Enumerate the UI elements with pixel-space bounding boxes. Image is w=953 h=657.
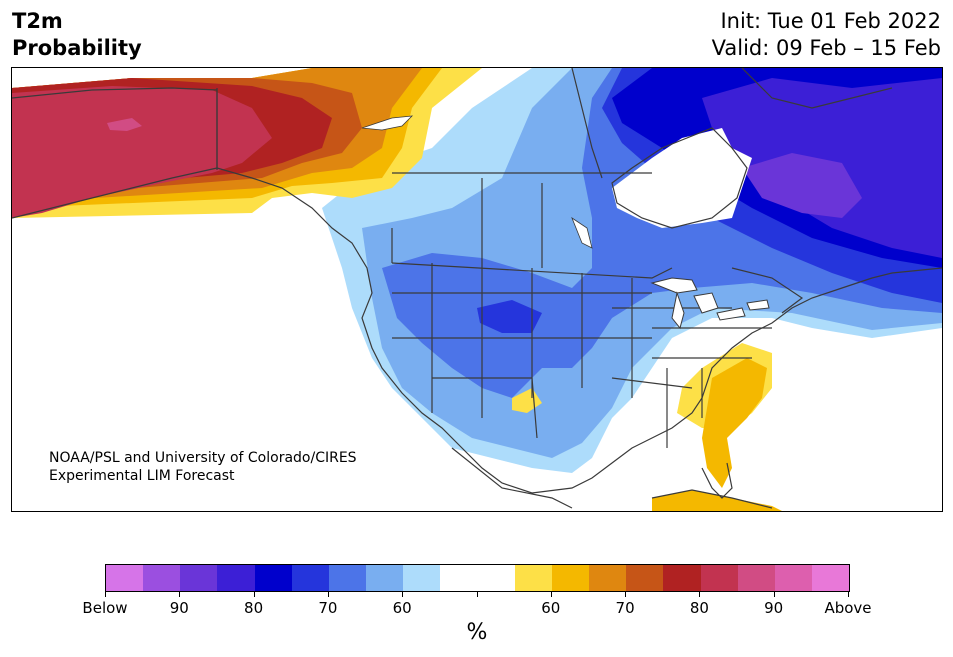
colorbar-tick <box>402 591 404 597</box>
colorbar-tick-label: 70 <box>318 599 338 617</box>
credit-line-1: NOAA/PSL and University of Colorado/CIRE… <box>49 450 357 466</box>
colorbar-tick-label: 60 <box>392 599 412 617</box>
title-line-2: Probability <box>12 36 142 60</box>
colorbar-tick-label: 60 <box>541 599 561 617</box>
colorbar-segment <box>366 565 404 591</box>
region-above-70-southeast <box>702 358 767 488</box>
init-date: Init: Tue 01 Feb 2022 <box>720 9 941 33</box>
colorbar-tick <box>773 591 775 597</box>
region-below-80-rockies <box>477 300 542 333</box>
colorbar-segment <box>626 565 664 591</box>
hudson-bay <box>612 128 752 228</box>
colorbar-tick-label: 80 <box>689 599 709 617</box>
colorbar-tick <box>476 591 478 597</box>
colorbar-tick <box>625 591 627 597</box>
colorbar-segment <box>440 565 478 591</box>
colorbar-segment <box>551 565 590 591</box>
colorbar-tick <box>327 591 329 597</box>
region-below-95 <box>742 153 862 218</box>
colorbar-segment <box>514 565 552 591</box>
colorbar-tick <box>848 591 849 597</box>
colorbar-tick <box>179 591 181 597</box>
colorbar-segment <box>328 565 367 591</box>
colorbar-segment <box>774 565 812 591</box>
colorbar-tick-label: 90 <box>764 599 784 617</box>
colorbar-segment <box>180 565 218 591</box>
colorbar-tick-label: Below <box>82 599 128 617</box>
colorbar-segment <box>403 565 441 591</box>
northern-lakes <box>361 115 593 249</box>
colorbar-segment <box>291 565 329 591</box>
colorbar-segment <box>143 565 181 591</box>
colorbar-tick <box>550 591 552 597</box>
probability-map <box>11 67 943 512</box>
colorbar-tick <box>253 591 255 597</box>
colorbar <box>105 564 850 592</box>
region-above-90 <box>12 86 272 218</box>
title-line-1: T2m <box>12 9 63 33</box>
colorbar-segment <box>477 565 515 591</box>
colorbar-segment <box>217 565 255 591</box>
forecast-dates: Init: Tue 01 Feb 2022 Valid: 09 Feb – 15… <box>712 8 941 62</box>
colorbar-tick <box>699 591 701 597</box>
colorbar-unit: % <box>466 620 488 645</box>
great-lakes <box>650 277 770 330</box>
map-title: T2m Probability <box>12 8 142 62</box>
map-canvas <box>12 68 942 511</box>
colorbar-tick-label: 90 <box>169 599 189 617</box>
colorbar-tick-label: 80 <box>244 599 264 617</box>
colorbar-segment <box>811 565 850 591</box>
colorbar-segment <box>589 565 627 591</box>
region-above-95 <box>107 118 142 131</box>
colorbar-segment <box>254 565 292 591</box>
colorbar-tick <box>105 591 106 597</box>
map-credit: NOAA/PSL and University of Colorado/CIRE… <box>49 449 357 485</box>
colorbar-segment <box>663 565 701 591</box>
valid-date: Valid: 09 Feb – 15 Feb <box>711 36 941 60</box>
region-above-70-cuba <box>652 490 782 511</box>
credit-line-2: Experimental LIM Forecast <box>49 468 235 484</box>
colorbar-segment <box>700 565 738 591</box>
colorbar-segment <box>737 565 775 591</box>
colorbar-tick-label: Above <box>824 599 872 617</box>
colorbar-tick-label: 70 <box>615 599 635 617</box>
colorbar-segment <box>106 565 144 591</box>
